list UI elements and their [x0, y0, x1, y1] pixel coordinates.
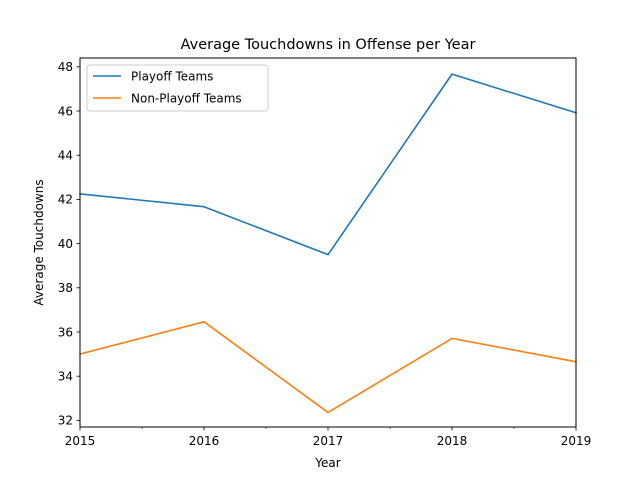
x-axis-ticks: 2015 2016 2017 2018 2019	[65, 427, 592, 448]
legend-label-playoff-teams: Playoff Teams	[131, 70, 213, 84]
y-tick-label: 34	[58, 369, 73, 383]
chart-title: Average Touchdowns in Offense per Year	[181, 37, 476, 53]
y-tick-label: 44	[58, 149, 73, 163]
x-tick-label: 2015	[65, 434, 96, 448]
y-axis-ticks: 32 34 36 38 40 42 44 46 48	[58, 60, 80, 428]
x-tick-label: 2018	[437, 434, 468, 448]
y-tick-label: 38	[58, 281, 73, 295]
legend: Playoff Teams Non-Playoff Teams	[86, 64, 269, 112]
series-line-playoff-teams	[79, 73, 578, 256]
y-tick-label: 46	[58, 104, 73, 118]
legend-label-non-playoff-teams: Non-Playoff Teams	[131, 92, 242, 106]
y-tick-label: 36	[58, 325, 73, 339]
legend-box	[86, 64, 269, 112]
y-tick-label: 42	[58, 193, 73, 207]
x-tick-label: 2016	[189, 434, 220, 448]
y-tick-label: 48	[58, 60, 73, 74]
plot-area: 32 34 36 38 40 42 44 46 48 2015 2016 2017 2018 2019	[58, 57, 592, 448]
y-tick-label: 40	[58, 237, 73, 251]
x-axis-title: Year	[314, 456, 340, 470]
series-lines	[79, 73, 578, 414]
x-tick-label: 2017	[313, 434, 344, 448]
plot-frame	[79, 57, 577, 428]
y-tick-label: 32	[58, 414, 73, 428]
y-axis-title: Average Touchdowns	[32, 179, 46, 305]
x-tick-label: 2019	[561, 434, 592, 448]
series-line-non-playoff-teams	[79, 321, 577, 414]
